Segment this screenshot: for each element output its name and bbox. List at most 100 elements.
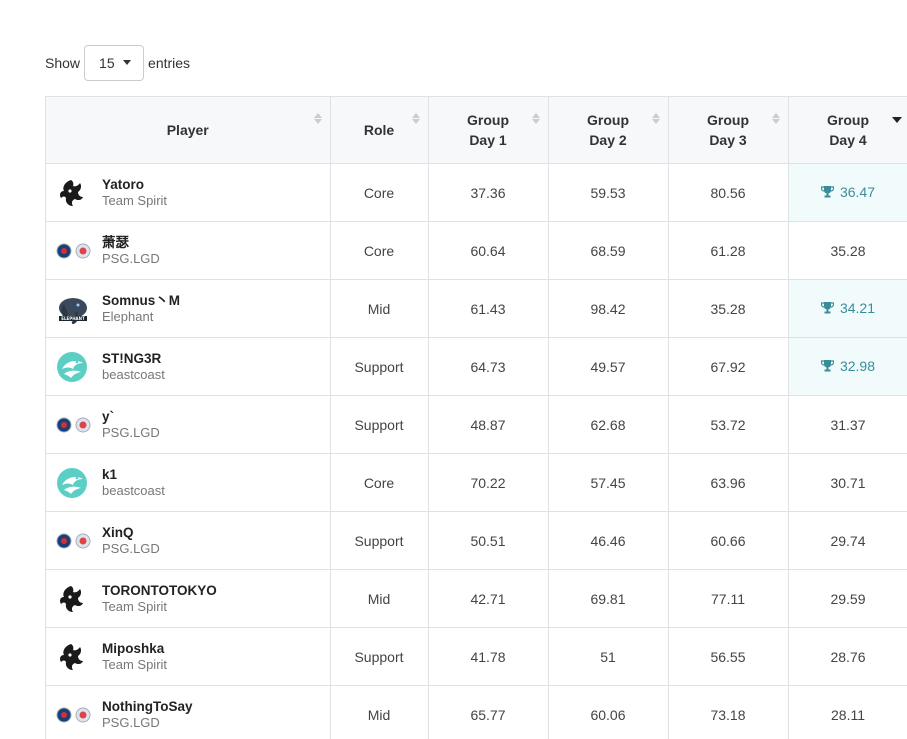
day4-score-cell: 30.71: [788, 454, 907, 512]
day4-score-cell: 31.37: [788, 396, 907, 454]
player-team: PSG.LGD: [102, 715, 193, 731]
day1-score-cell: 64.73: [428, 338, 548, 396]
column-header-label-line2: Day 1: [429, 130, 548, 150]
player-name[interactable]: k1: [102, 467, 165, 483]
player-name[interactable]: Miposhka: [102, 641, 167, 657]
day1-score-cell: 48.87: [428, 396, 548, 454]
beastcoast-logo-icon: [56, 464, 94, 502]
day3-score-cell: 53.72: [668, 396, 788, 454]
sort-icon: [772, 113, 780, 125]
day2-score-cell: 49.57: [548, 338, 668, 396]
role-cell: Support: [330, 396, 428, 454]
day4-score-value: 31.37: [830, 417, 865, 433]
day4-score-cell: 29.59: [788, 570, 907, 628]
day2-score-cell: 69.81: [548, 570, 668, 628]
player-team: PSG.LGD: [102, 251, 160, 267]
role-cell: Support: [330, 338, 428, 396]
day4-score-value: 35.28: [830, 243, 865, 259]
player-name[interactable]: Somnus丶M: [102, 293, 180, 309]
sort-icon: [314, 113, 322, 125]
sort-icon: [532, 113, 540, 125]
beastcoast-logo-icon: [56, 348, 94, 386]
column-header-label: Player: [46, 120, 330, 140]
player-name[interactable]: TORONTOTOKYO: [102, 583, 217, 599]
player-name[interactable]: NothingToSay: [102, 699, 193, 715]
column-header-label: Group: [429, 110, 548, 130]
day1-score-cell: 50.51: [428, 512, 548, 570]
day2-score-cell: 57.45: [548, 454, 668, 512]
entries-per-page-value: 15: [99, 55, 115, 71]
day3-score-cell: 56.55: [668, 628, 788, 686]
psg-lgd-logo-icon: [56, 522, 94, 560]
day4-score-value: 30.71: [830, 475, 865, 491]
player-name[interactable]: y`: [102, 409, 160, 425]
psg-lgd-logo-icon: [56, 406, 94, 444]
column-header-player[interactable]: Player: [46, 97, 330, 164]
column-header-label: Group: [789, 110, 907, 130]
chevron-down-icon: [123, 60, 131, 65]
day3-score-cell: 80.56: [668, 164, 788, 222]
spirit-logo-icon: [56, 174, 94, 212]
entries-per-page-select[interactable]: 15: [84, 45, 144, 81]
svg-text:ELEPHANT: ELEPHANT: [61, 316, 85, 321]
trophy-icon: [821, 185, 834, 201]
day4-score-value: 28.76: [830, 649, 865, 665]
player-name[interactable]: 萧瑟: [102, 235, 160, 251]
player-name[interactable]: Yatoro: [102, 177, 167, 193]
day4-score-cell: 32.98: [788, 338, 907, 396]
player-name[interactable]: XinQ: [102, 525, 160, 541]
trophy-icon: [821, 359, 834, 375]
column-header-label-line2: Day 2: [549, 130, 668, 150]
day4-score-value: 29.74: [830, 533, 865, 549]
day2-score-cell: 62.68: [548, 396, 668, 454]
day3-score-cell: 63.96: [668, 454, 788, 512]
role-cell: Core: [330, 164, 428, 222]
day4-score-cell: 35.28: [788, 222, 907, 280]
day4-score-value: 34.21: [840, 300, 875, 316]
spirit-logo-icon: [56, 580, 94, 618]
entries-length-control: Show 15 entries: [45, 44, 190, 82]
day4-score-cell: 36.47: [788, 164, 907, 222]
role-cell: Support: [330, 628, 428, 686]
column-header-label: Group: [669, 110, 788, 130]
day4-score-value: 32.98: [840, 358, 875, 374]
column-header-role[interactable]: Role: [330, 97, 428, 164]
column-header-label-line2: Day 4: [789, 130, 907, 150]
player-name[interactable]: ST!NG3R: [102, 351, 165, 367]
day4-score-cell: 29.74: [788, 512, 907, 570]
player-team: Team Spirit: [102, 599, 217, 615]
player-team: Team Spirit: [102, 193, 167, 209]
player-team: Team Spirit: [102, 657, 167, 673]
day3-score-cell: 61.28: [668, 222, 788, 280]
show-label: Show: [45, 55, 80, 71]
player-team: beastcoast: [102, 367, 165, 383]
player-cell: y`PSG.LGD: [46, 396, 330, 454]
day4-score-cell: 28.11: [788, 686, 907, 739]
day1-score-cell: 42.71: [428, 570, 548, 628]
day4-score-cell: 28.76: [788, 628, 907, 686]
day1-score-cell: 60.64: [428, 222, 548, 280]
column-header-label-line2: Day 3: [669, 130, 788, 150]
